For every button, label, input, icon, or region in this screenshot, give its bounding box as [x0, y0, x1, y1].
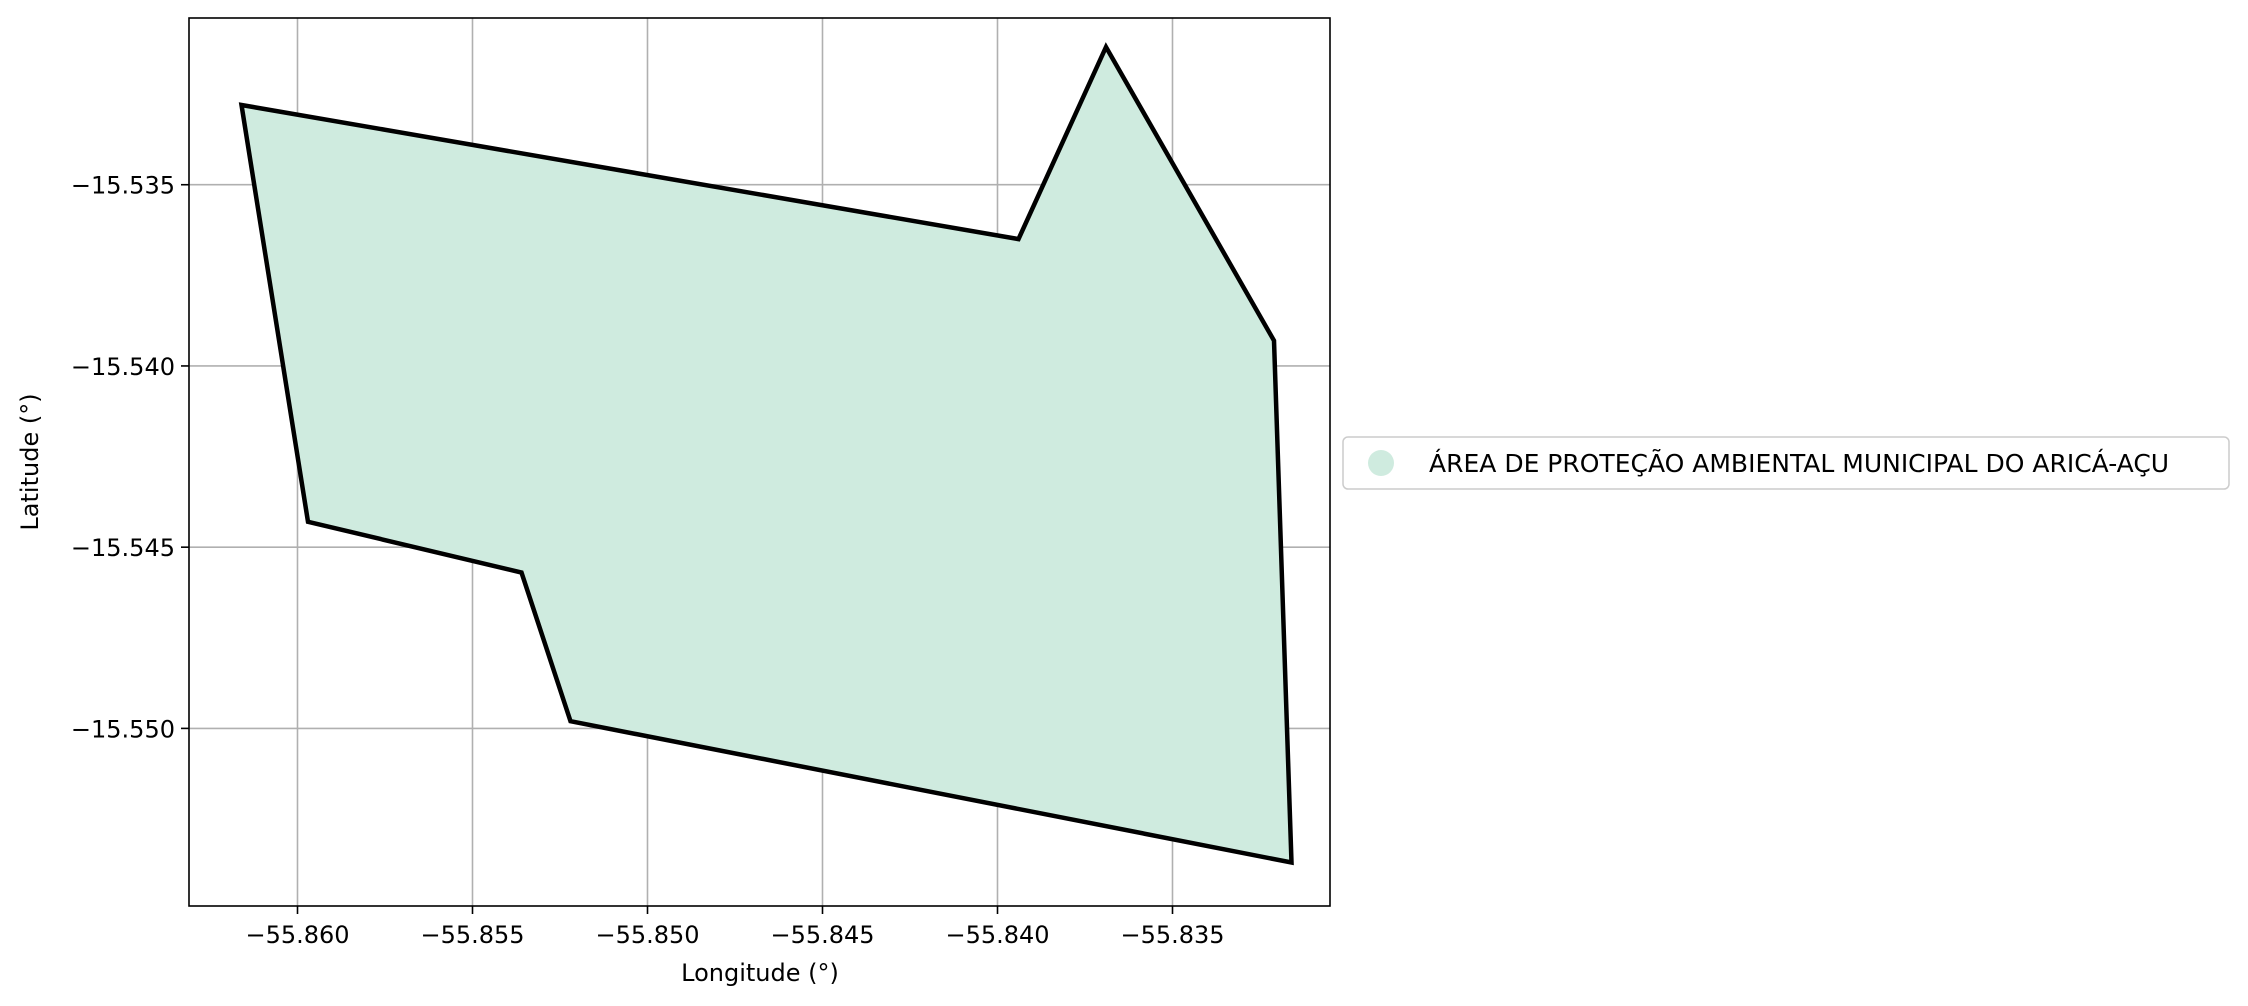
x-tick-label: −55.845	[770, 921, 874, 949]
y-tick-label: −15.535	[71, 172, 175, 200]
legend-label: ÁREA DE PROTEÇÃO AMBIENTAL MUNICIPAL DO …	[1429, 448, 2169, 478]
axes-frame	[188, 17, 1331, 907]
legend: ÁREA DE PROTEÇÃO AMBIENTAL MUNICIPAL DO …	[1342, 436, 2230, 490]
x-tick-label: −55.835	[1120, 921, 1224, 949]
y-axis-label: Latitude (°)	[16, 393, 44, 530]
y-tick-label: −15.540	[71, 353, 175, 381]
polygon-layer	[238, 42, 1294, 866]
x-axis-label: Longitude (°)	[681, 959, 839, 987]
x-tick-label: −55.855	[420, 921, 524, 949]
legend-marker	[1368, 450, 1394, 476]
y-tick-label: −15.545	[71, 534, 175, 562]
axis-ticks: −55.860 −55.855 −55.850 −55.845 −55.840 −55.8…	[71, 172, 1225, 949]
x-tick-label: −55.860	[245, 921, 349, 949]
x-tick-label: −55.850	[595, 921, 699, 949]
x-tick-label: −55.840	[945, 921, 1049, 949]
y-tick-label: −15.550	[71, 715, 175, 743]
legend-box	[1342, 436, 2230, 490]
protected-area-polygon	[238, 42, 1294, 866]
